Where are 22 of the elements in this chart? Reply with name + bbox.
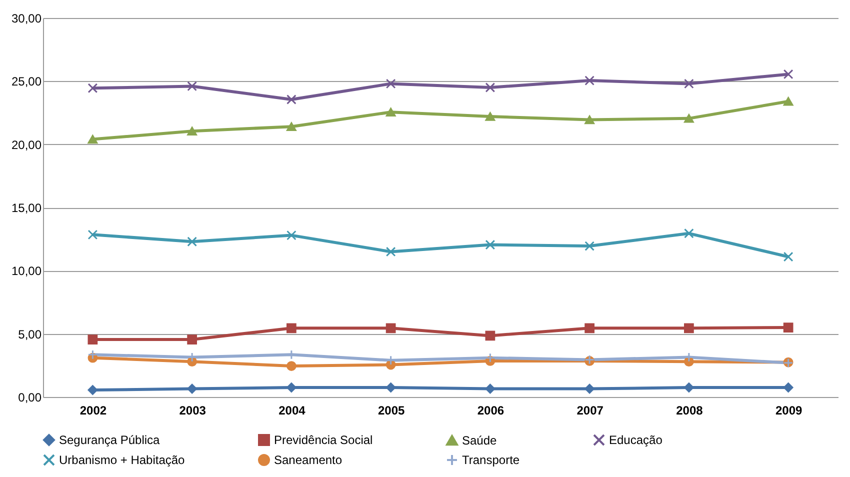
- y-tick-label: 10,00: [11, 264, 42, 278]
- legend-label: Saneamento: [274, 453, 342, 467]
- x-tick-label: 2008: [676, 404, 704, 418]
- legend-label: Urbanismo + Habitação: [59, 453, 186, 467]
- y-tick-label: 15,00: [11, 201, 42, 215]
- legend-label: Saúde: [462, 433, 498, 448]
- y-tick-label: 20,00: [11, 138, 42, 152]
- x-tick-label: 2006: [477, 404, 504, 418]
- legend-label: Transporte: [462, 453, 520, 467]
- x-tick-label: 2009: [775, 404, 802, 418]
- y-tick-label: 0,00: [18, 390, 42, 404]
- x-tick-label: 2005: [378, 404, 405, 418]
- y-tick-label: 5,00: [18, 327, 42, 342]
- legend-label: Segurança Pública: [59, 433, 160, 447]
- legend-label: Previdência Social: [274, 433, 373, 447]
- y-tick-label: 30,00: [11, 12, 42, 26]
- x-tick-label: 2007: [576, 404, 604, 418]
- x-tick-label: 2003: [179, 404, 206, 418]
- legend-label: Educação: [609, 433, 663, 447]
- x-tick-label: 2002: [80, 404, 107, 418]
- x-tick-label: 2004: [278, 404, 306, 418]
- y-tick-label: 25,00: [11, 74, 42, 89]
